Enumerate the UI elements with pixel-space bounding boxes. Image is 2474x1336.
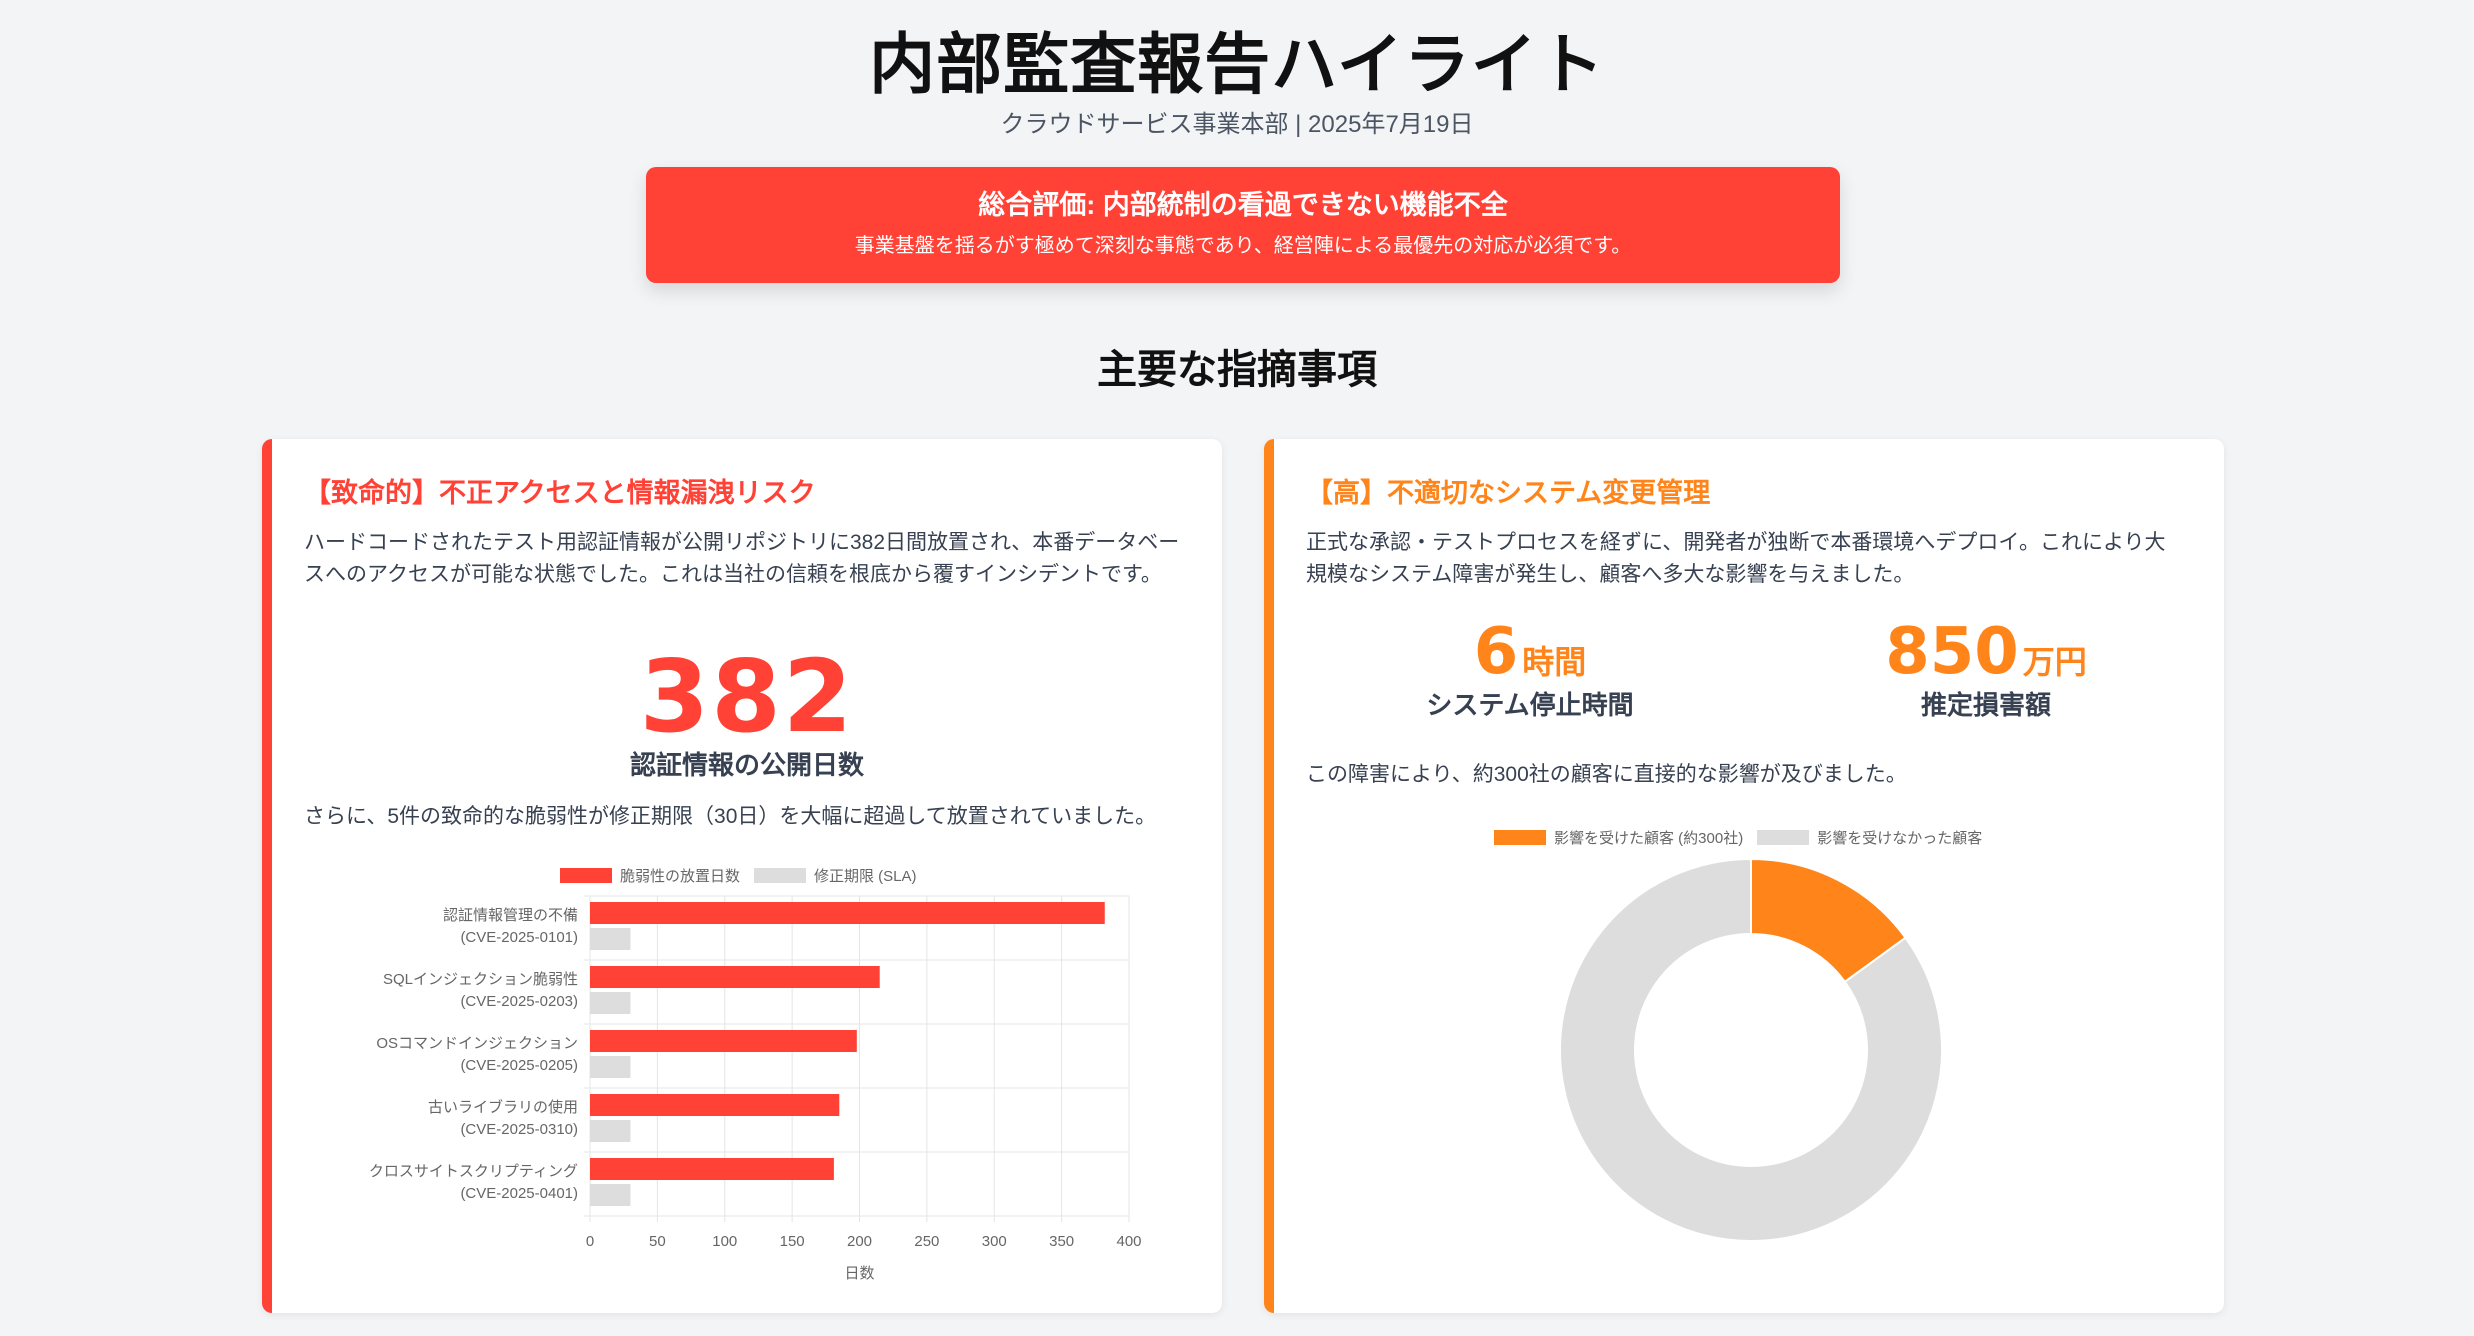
svg-text:350: 350 [1049, 1233, 1074, 1250]
svg-text:クロスサイトスクリプティング: クロスサイトスクリプティング [369, 1163, 578, 1180]
vulnerability-bar-chart: 0 50 100 150 200 250 300 350 400 認証情報管理の不備 (CVE-20… [369, 895, 1142, 1282]
svg-text:(CVE-2025-0310): (CVE-2025-0310) [460, 1121, 578, 1138]
exposure-days-label: 認証情報の公開日数 [629, 750, 864, 780]
finding-note: この障害により、約300社の顧客に直接的な影響が及びました。 [1306, 763, 1907, 786]
loss-value: 850 [1885, 615, 2019, 689]
legend-swatch-gray [754, 868, 807, 883]
svg-text:400: 400 [1116, 1233, 1141, 1250]
downtime-label: システム停止時間 [1426, 690, 1634, 720]
downtime-unit: 時間 [1522, 644, 1587, 680]
svg-text:古いライブラリの使用: 古いライブラリの使用 [428, 1098, 578, 1116]
svg-text:200: 200 [847, 1233, 872, 1250]
finding-note: さらに、5件の致命的な脆弱性が修正期限（30日）を大幅に超過して放置されていまし… [304, 805, 1157, 828]
bar-chart-legend: 脆弱性の放置日数 修正期限 (SLA) [560, 865, 931, 886]
overall-assessment-banner: 総合評価: 内部統制の看過できない機能不全 事業基盤を揺るがす極めて深刻な事態で… [646, 167, 1840, 283]
legend-item-affected[interactable]: 影響を受けた顧客 (約300社) [1494, 827, 1743, 848]
svg-text:(CVE-2025-0401): (CVE-2025-0401) [460, 1185, 578, 1202]
page-subtitle: クラウドサービス事業本部 | 2025年7月19日 [1000, 111, 1474, 138]
loss-unit: 万円 [2022, 644, 2087, 680]
svg-text:(CVE-2025-0203): (CVE-2025-0203) [460, 993, 578, 1010]
svg-text:SQLインジェクション脆弱性: SQLインジェクション脆弱性 [383, 970, 578, 988]
legend-swatch-gray [1757, 830, 1810, 845]
finding-card-high: 【高】不適切なシステム変更管理 正式な承認・テストプロセスを経ずに、開発者が独断… [1264, 439, 2224, 1313]
legend-label: 影響を受けた顧客 (約300社) [1554, 830, 1744, 847]
legend-item-days[interactable]: 脆弱性の放置日数 [560, 865, 740, 886]
legend-label: 修正期限 (SLA) [814, 868, 917, 885]
svg-text:250: 250 [914, 1233, 939, 1250]
svg-text:300: 300 [982, 1233, 1007, 1250]
customer-impact-doughnut [1559, 857, 1943, 1242]
banner-text: 事業基盤を揺るがす極めて深刻な事態であり、経営陣による最優先の対応が必須です。 [854, 235, 1632, 257]
doughnut-legend: 影響を受けた顧客 (約300社) 影響を受けなかった顧客 [1494, 827, 1996, 848]
finding-title: 【高】不適切なシステム変更管理 [1306, 478, 1711, 508]
finding-card-critical: 【致命的】不正アクセスと情報漏洩リスク ハードコードされたテスト用認証情報が公開… [262, 439, 1222, 1313]
finding-description: ハードコードされたテスト用認証情報が公開リポジトリに382日間放置され、本番デー… [304, 531, 1180, 586]
section-title: 主要な指摘事項 [1097, 348, 1377, 392]
svg-text:100: 100 [712, 1233, 737, 1250]
exposure-days-stat: 382 認証情報の公開日数 [272, 647, 1222, 783]
legend-swatch-orange [1494, 830, 1546, 845]
svg-text:150: 150 [780, 1233, 805, 1250]
svg-text:50: 50 [649, 1233, 666, 1250]
svg-text:認証情報管理の不備: 認証情報管理の不備 [443, 907, 578, 924]
loss-stat: 850 万円 推定損害額 [1786, 617, 2186, 723]
svg-text:(CVE-2025-0205): (CVE-2025-0205) [460, 1057, 578, 1074]
page-title: 内部監査報告ハイライト [869, 27, 1605, 101]
loss-label: 推定損害額 [1920, 690, 2051, 720]
legend-swatch-red [560, 868, 612, 883]
finding-title: 【致命的】不正アクセスと情報漏洩リスク [304, 478, 816, 508]
exposure-days-value: 382 [639, 638, 855, 755]
legend-label: 影響を受けなかった顧客 [1817, 830, 1983, 847]
svg-text:OSコマンドインジェクション: OSコマンドインジェクション [376, 1035, 578, 1052]
svg-text:日数: 日数 [844, 1265, 874, 1282]
svg-text:(CVE-2025-0101): (CVE-2025-0101) [460, 929, 578, 946]
finding-description: 正式な承認・テストプロセスを経ずに、開発者が独断で本番環境へデプロイ。これにより… [1306, 531, 2166, 586]
downtime-value: 6 [1473, 615, 1519, 689]
downtime-stat: 6 時間 システム停止時間 [1330, 617, 1730, 723]
legend-item-unaffected[interactable]: 影響を受けなかった顧客 [1757, 827, 1982, 848]
svg-text:0: 0 [586, 1233, 594, 1250]
banner-title: 総合評価: 内部統制の看過できない機能不全 [978, 190, 1508, 220]
legend-item-sla[interactable]: 修正期限 (SLA) [754, 865, 917, 886]
legend-label: 脆弱性の放置日数 [620, 868, 741, 885]
